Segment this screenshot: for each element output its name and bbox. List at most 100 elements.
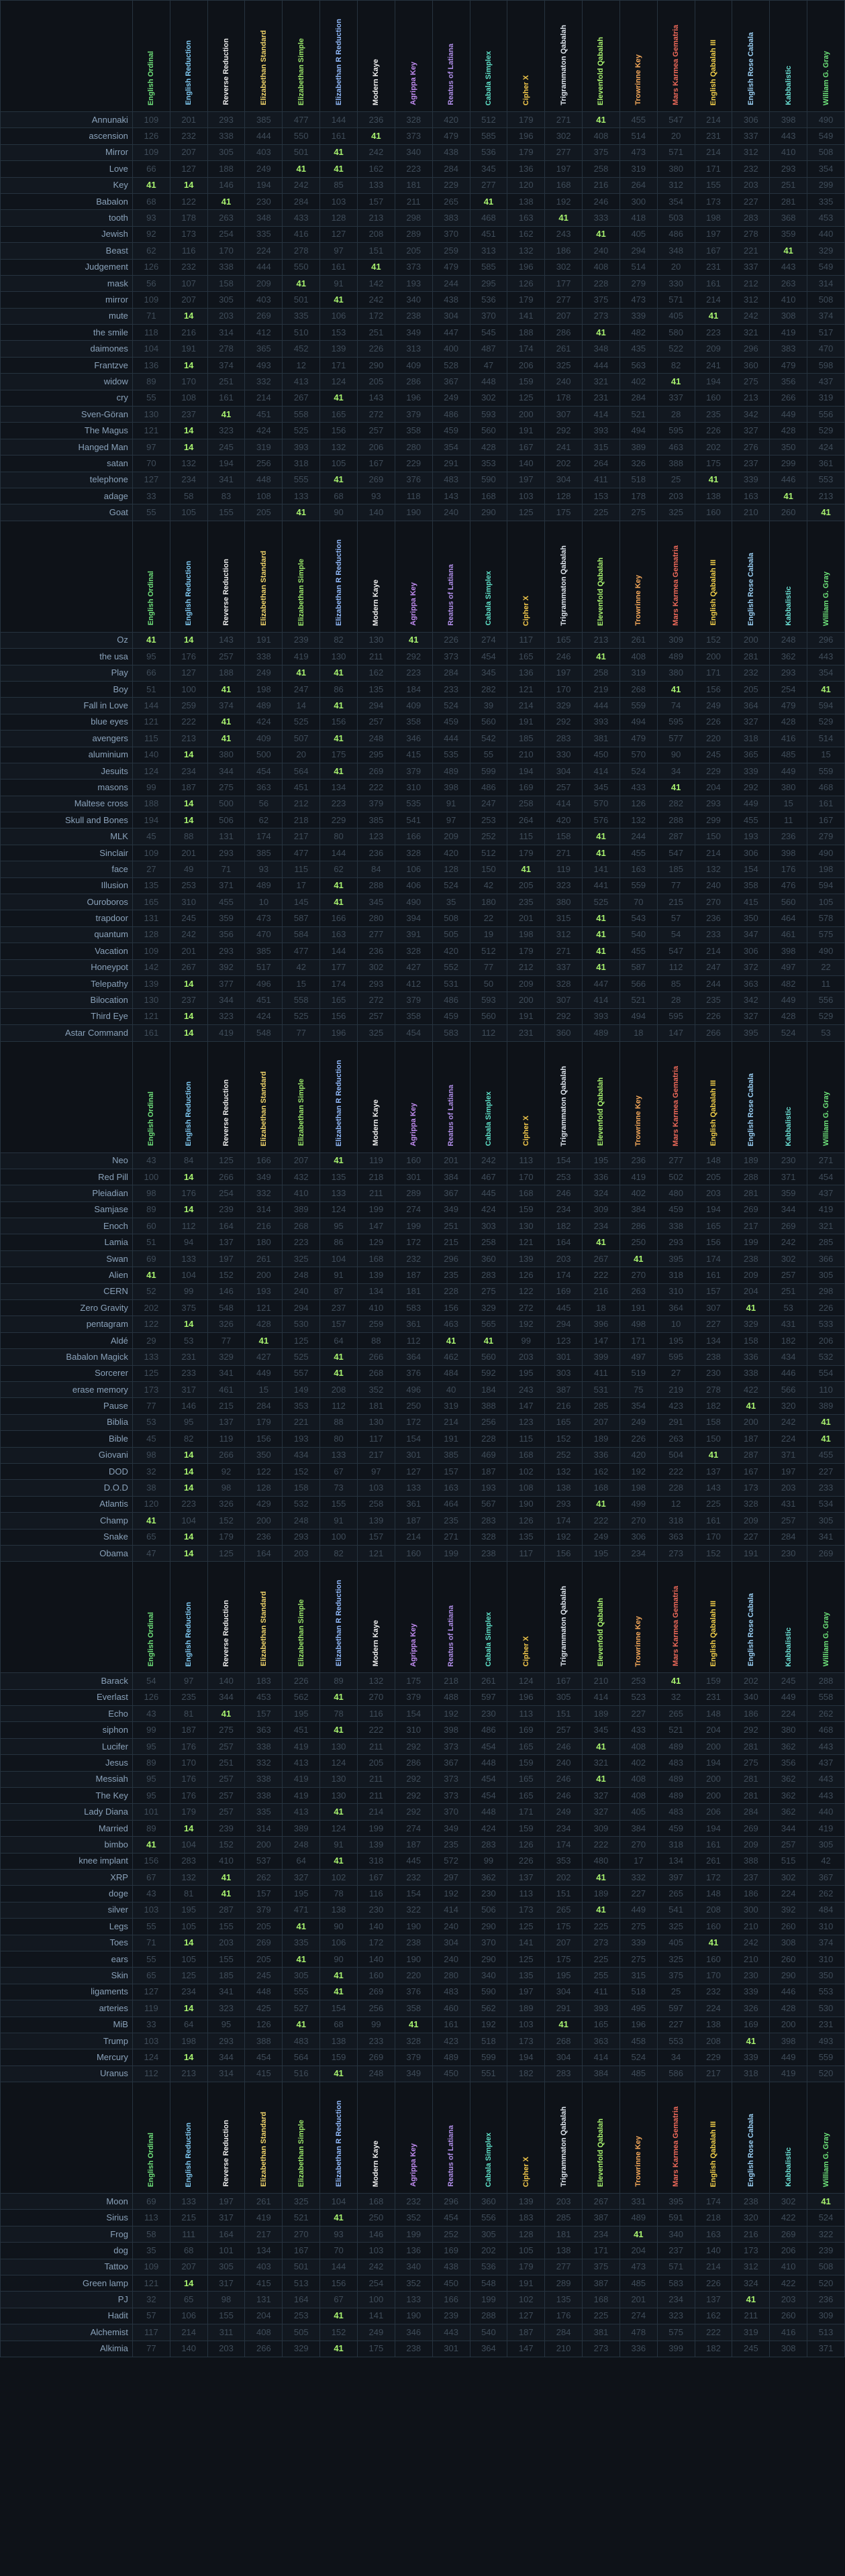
cipher-value[interactable]: 454 [469, 1770, 508, 1788]
cipher-value[interactable]: 232 [694, 1983, 733, 2001]
cipher-value[interactable]: 202 [544, 455, 583, 472]
phrase-label[interactable]: Frog [0, 2225, 133, 2243]
phrase-row[interactable]: Sorcerer 125 233 341 449 557 41 268 376 484 592 195… [0, 1364, 845, 1383]
cipher-value[interactable]: 130 [132, 991, 170, 1009]
cipher-value-match[interactable]: 41 [582, 1737, 620, 1756]
cipher-value[interactable]: 162 [507, 225, 546, 244]
cipher-value[interactable]: 139 [356, 1267, 395, 1284]
cipher-value[interactable]: 293 [656, 1234, 695, 1251]
cipher-value[interactable]: 163 [694, 2225, 733, 2243]
cipher-value[interactable]: 529 [807, 1008, 845, 1026]
cipher-value[interactable]: 387 [582, 2209, 620, 2226]
cipher-value[interactable]: 84 [356, 861, 395, 878]
cipher-value[interactable]: 525 [282, 422, 321, 439]
cipher-value[interactable]: 304 [432, 307, 470, 325]
cipher-value[interactable]: 148 [694, 1885, 733, 1902]
cipher-value[interactable]: 575 [656, 2324, 695, 2341]
cipher-value[interactable]: 144 [319, 2258, 358, 2276]
cipher-value[interactable]: 288 [656, 812, 695, 829]
cipher-value[interactable]: 236 [356, 111, 395, 129]
phrase-row[interactable]: the smile 118 216 314 412 510 153 251 349 447 545 1… [0, 324, 845, 341]
cipher-value[interactable]: 223 [169, 1495, 208, 1513]
cipher-value[interactable]: 201 [619, 2291, 658, 2308]
cipher-value[interactable]: 374 [207, 697, 246, 714]
cipher-value[interactable]: 305 [469, 2225, 508, 2243]
cipher-value[interactable]: 12 [656, 1495, 695, 1513]
cipher-value[interactable]: 296 [807, 631, 845, 649]
cipher-value[interactable]: 69 [132, 2193, 170, 2210]
phrase-label[interactable]: Alchemist [0, 2324, 133, 2341]
phrase-row[interactable]: Legs 55 105 155 205 41 90 140 190 240 290 125 175 225… [0, 1918, 845, 1935]
cipher-value[interactable]: 452 [282, 340, 321, 358]
cipher-value[interactable]: 203 [769, 2291, 808, 2308]
cipher-value[interactable]: 380 [544, 894, 583, 911]
cipher-value[interactable]: 165 [507, 648, 546, 665]
cipher-value[interactable]: 302 [356, 959, 395, 976]
cipher-value[interactable]: 193 [244, 1283, 283, 1301]
cipher-value[interactable]: 419 [807, 1819, 845, 1837]
cipher-value[interactable]: 199 [394, 1218, 433, 1235]
cipher-value[interactable]: 122 [169, 193, 208, 211]
cipher-value[interactable]: 161 [319, 127, 358, 145]
cipher-value[interactable]: 345 [356, 894, 395, 911]
cipher-value[interactable]: 288 [807, 1672, 845, 1690]
cipher-value[interactable]: 165 [132, 894, 170, 911]
cipher-value[interactable]: 202 [732, 1672, 771, 1690]
cipher-value[interactable]: 384 [619, 1201, 658, 1219]
cipher-value[interactable]: 214 [244, 389, 283, 407]
cipher-value-match[interactable]: 41 [582, 959, 620, 976]
cipher-value[interactable]: 60 [132, 1218, 170, 1235]
cipher-value[interactable]: 253 [169, 877, 208, 895]
cipher-value[interactable]: 124 [319, 1754, 358, 1772]
phrase-row[interactable]: Green lamp 121 14 317 415 513 156 254 352 450 548 1… [0, 2275, 845, 2292]
cipher-value[interactable]: 111 [169, 2225, 208, 2243]
cipher-value-match[interactable]: 41 [694, 1934, 733, 1951]
cipher-value[interactable]: 314 [207, 324, 246, 341]
cipher-value[interactable]: 54 [132, 1672, 170, 1690]
cipher-value-match[interactable]: 41 [582, 324, 620, 341]
cipher-value[interactable]: 137 [207, 1234, 246, 1251]
cipher-value[interactable]: 101 [207, 2242, 246, 2259]
cipher-value[interactable]: 470 [807, 340, 845, 358]
cipher-value[interactable]: 88 [356, 1332, 395, 1350]
cipher-value[interactable]: 233 [356, 2032, 395, 2050]
cipher-value[interactable]: 410 [356, 1299, 395, 1317]
cipher-value[interactable]: 185 [656, 861, 695, 878]
cipher-value[interactable]: 32 [132, 2291, 170, 2308]
cipher-value[interactable]: 325 [656, 1950, 695, 1968]
cipher-value[interactable]: 424 [244, 422, 283, 439]
cipher-value[interactable]: 229 [694, 2049, 733, 2066]
cipher-value[interactable]: 133 [394, 2291, 433, 2308]
cipher-value[interactable]: 182 [694, 2340, 733, 2357]
cipher-value[interactable]: 376 [394, 471, 433, 488]
cipher-value[interactable]: 558 [282, 991, 321, 1009]
cipher-value[interactable]: 236 [244, 1528, 283, 1546]
cipher-value[interactable]: 321 [582, 373, 620, 390]
cipher-column-header[interactable]: Trigrammaton Qabalah [544, 2082, 583, 2194]
cipher-value[interactable]: 182 [507, 2065, 546, 2083]
cipher-value[interactable]: 187 [507, 2324, 546, 2341]
cipher-value[interactable]: 477 [282, 111, 321, 129]
phrase-row[interactable]: erase memory 173 317 461 15 149 208 352 496 40 184… [0, 1381, 845, 1399]
cipher-value[interactable]: 71 [132, 307, 170, 325]
cipher-value[interactable]: 210 [544, 2340, 583, 2357]
cipher-value[interactable]: 298 [394, 209, 433, 227]
cipher-value[interactable]: 207 [169, 2258, 208, 2276]
cipher-column-header[interactable]: Kabbalistic [769, 2082, 808, 2194]
cipher-value[interactable]: 179 [169, 1803, 208, 1821]
cipher-value[interactable]: 238 [732, 1250, 771, 1268]
cipher-value[interactable]: 305 [807, 1836, 845, 1854]
cipher-column-header[interactable]: Mars Karmea Gematria [656, 2082, 695, 2194]
cipher-value[interactable]: 51 [132, 680, 170, 698]
cipher-value[interactable]: 308 [769, 1934, 808, 1951]
cipher-value[interactable]: 117 [132, 2324, 170, 2341]
cipher-value[interactable]: 380 [656, 160, 695, 178]
cipher-value[interactable]: 484 [807, 1901, 845, 1919]
cipher-value[interactable]: 292 [732, 779, 771, 796]
cipher-value[interactable]: 453 [244, 1688, 283, 1707]
cipher-value-match[interactable]: 41 [432, 1332, 470, 1350]
cipher-value[interactable]: 107 [169, 274, 208, 292]
cipher-value[interactable]: 234 [619, 1544, 658, 1562]
phrase-label[interactable]: Sinclair [0, 844, 133, 862]
cipher-value[interactable]: 190 [394, 504, 433, 521]
